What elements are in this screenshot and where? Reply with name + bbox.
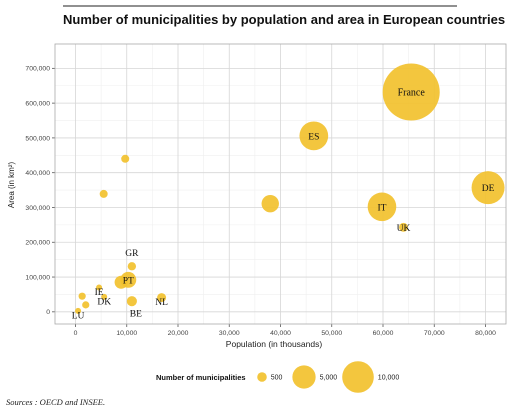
data-label: IT	[377, 203, 386, 213]
data-point	[78, 292, 86, 300]
data-label: France	[398, 88, 426, 99]
data-point	[367, 192, 397, 222]
data-label: PT	[123, 276, 134, 286]
chart-title: Number of municipalities by population a…	[63, 12, 505, 27]
source-note: Sources : OECD and INSEE.	[6, 397, 105, 407]
data-point	[99, 189, 108, 198]
data-points	[75, 63, 505, 314]
y-tick-label: 100,000	[25, 274, 50, 281]
x-tick-label: 20,000	[168, 330, 189, 337]
data-point	[126, 296, 137, 307]
data-point	[121, 154, 130, 163]
data-point	[101, 293, 108, 300]
x-tick-label: 70,000	[424, 330, 445, 337]
y-tick-label: 300,000	[25, 205, 50, 212]
legend-title: Number of municipalities	[156, 373, 246, 382]
y-tick-label: 600,000	[25, 101, 50, 108]
plot-border	[54, 43, 507, 325]
legend: Number of municipalities 500 5,000 10,000	[156, 361, 399, 393]
data-label: LU	[72, 311, 85, 321]
data-point	[471, 171, 505, 205]
data-point	[399, 222, 408, 232]
x-tick-label: 30,000	[219, 330, 240, 337]
data-point	[299, 121, 329, 151]
x-axis-label: Population (in thousands)	[226, 339, 323, 349]
x-tick-label: 60,000	[373, 330, 394, 337]
x-tick-label: 80,000	[475, 330, 496, 337]
legend-symbol	[292, 365, 316, 389]
y-tick-label: 200,000	[25, 240, 50, 247]
x-tick-label: 10,000	[116, 330, 137, 337]
data-point	[82, 301, 90, 309]
data-point	[127, 262, 137, 271]
legend-symbol	[257, 372, 267, 382]
data-label: GR	[125, 249, 139, 259]
data-point	[75, 307, 82, 314]
data-point	[382, 63, 440, 121]
data-label: IE	[95, 288, 104, 298]
legend-label: 5,000	[320, 375, 338, 382]
data-point	[157, 293, 167, 303]
data-point	[114, 275, 128, 289]
data-label: BE	[130, 310, 142, 320]
data-label: ES	[308, 132, 319, 142]
y-axis-label: Area (in km²)	[7, 162, 16, 209]
grid-lines	[55, 44, 506, 324]
data-point	[261, 194, 279, 213]
data-label: DE	[482, 184, 495, 194]
y-tick-label: 400,000	[25, 170, 50, 177]
data-point	[96, 284, 103, 291]
legend-label: 10,000	[378, 375, 400, 382]
y-tick-label: 500,000	[25, 135, 50, 142]
x-tick-label: 40,000	[270, 330, 291, 337]
x-tick-label: 0	[74, 330, 78, 337]
y-tick-label: 0	[46, 309, 50, 316]
legend-label: 500	[271, 375, 283, 382]
data-label: NL	[155, 298, 168, 308]
data-label: UK	[397, 224, 411, 234]
axes: 0 10,000 20,000 30,000 40,000 50,000 60,000 70,…	[25, 43, 507, 337]
legend-symbol	[342, 361, 374, 393]
x-tick-label: 50,000	[321, 330, 342, 337]
data-label: DK	[97, 297, 111, 307]
y-tick-label: 700,000	[25, 66, 50, 73]
